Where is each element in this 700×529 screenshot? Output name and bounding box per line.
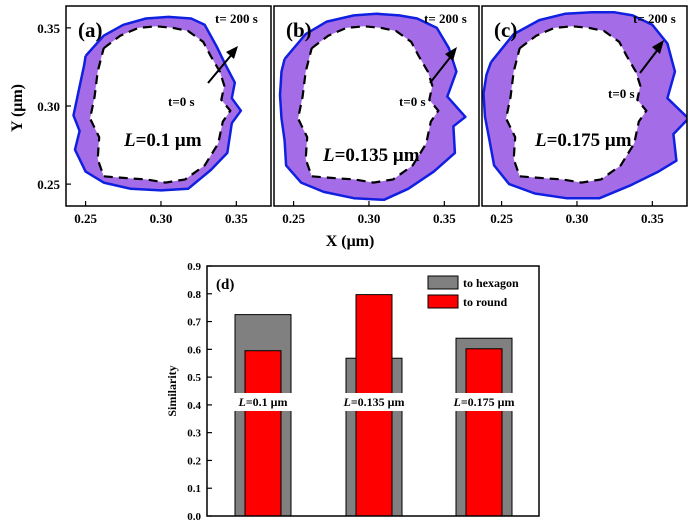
length-label-L: L (123, 130, 136, 151)
y-tick-label: 0.9 (187, 261, 201, 273)
panel-d: 0.0 0.1 0.2 0.3 0.4 0.5 0.6 0.7 0.8 0.9 (d) Simil… (165, 261, 540, 523)
arrow-head (652, 40, 664, 54)
y-tick-label: 0.7 (187, 317, 201, 329)
x-tick-label: 0.35 (225, 211, 248, 226)
legend-swatch-hexagon (427, 275, 459, 290)
plot-frame (273, 5, 480, 207)
length-label: L=0.1 μm (123, 130, 202, 151)
panel-a: 0.25 0.30 0.35 0.25 0.30 0.35 (a) L=0.1 μm t=… (37, 5, 272, 226)
annotation-end: t= 200 s (424, 11, 467, 26)
y-tick-label: 0.30 (37, 99, 60, 114)
y-tick-label: 0.6 (187, 344, 201, 356)
y-tick-label: 0.5 (187, 372, 201, 384)
plot-frame (206, 265, 540, 517)
x-tick-label: 0.30 (150, 211, 173, 226)
category-label: L=0.175 μm (453, 395, 515, 409)
axis-ticks: 0.25 0.30 0.35 (490, 201, 664, 226)
category-label-L: L (453, 395, 461, 409)
arrow-shaft (429, 54, 453, 84)
y-axis-label: Y (μm) (9, 84, 26, 132)
length-label-L: L (322, 145, 335, 166)
panel-label: (c) (494, 18, 517, 42)
boundary-0s-line (296, 25, 440, 184)
y-tick-label: 0.1 (187, 483, 201, 495)
arrow-head (226, 46, 238, 59)
y-tick-label: 0.2 (187, 455, 201, 467)
legend: to hexagon to round (427, 275, 519, 309)
boundary-200s-line (72, 15, 243, 192)
x-tick-label: 0.35 (641, 211, 664, 226)
category-labels: L=0.1 μm L=0.135 μm L=0.175 μm (238, 395, 515, 409)
boundary-0s-mask (90, 26, 231, 183)
axis-ticks: 0.25 0.30 0.35 0.25 0.30 0.35 (37, 21, 248, 226)
category-label: L=0.1 μm (238, 395, 288, 409)
length-label: L=0.175 μm (534, 130, 632, 151)
arrow-shaft (207, 52, 234, 84)
arrow-head (445, 47, 457, 61)
time-arrow (639, 40, 664, 74)
x-tick-label: 0.30 (566, 211, 589, 226)
panel-label: (d) (216, 277, 234, 293)
annotation-start: t=0 s (168, 94, 195, 109)
length-label-L: L (534, 130, 547, 151)
time-arrow (429, 47, 457, 84)
time-arrow (207, 46, 238, 84)
boundary-200s-line (278, 12, 467, 202)
annotation-end: t= 200 s (633, 11, 676, 26)
length-label-value: =0.135 μm (335, 145, 420, 166)
x-tick-label: 0.25 (490, 211, 513, 226)
y-tick-label: 0.25 (37, 177, 60, 192)
y-tick-label: 0.8 (187, 289, 201, 301)
y-tick-label: 0.0 (187, 511, 201, 523)
axis-ticks: 0.0 0.1 0.2 0.3 0.4 0.5 0.6 0.7 0.8 0.9 (187, 261, 212, 523)
boundary-0s-line (88, 25, 232, 184)
bar-to-round (465, 348, 503, 517)
axis-ticks: 0.25 0.30 0.35 (282, 201, 456, 226)
length-label: L=0.135 μm (322, 145, 420, 166)
panel-label: (a) (78, 18, 103, 42)
x-tick-label: 0.25 (282, 211, 305, 226)
boundary-0s-mask (506, 26, 647, 183)
category-label-value: =0.135 μm (351, 395, 405, 409)
annotation-end: t= 200 s (215, 11, 258, 26)
x-axis-label: X (μm) (326, 233, 375, 250)
category-label-L: L (343, 395, 351, 409)
category-label-value: =0.175 μm (461, 395, 515, 409)
legend-label-round: to round (463, 295, 507, 309)
panel-label: (b) (286, 18, 312, 42)
annotation-start: t=0 s (608, 86, 635, 101)
y-tick-label: 0.3 (187, 428, 201, 440)
x-tick-label: 0.30 (358, 211, 381, 226)
category-label-background (334, 393, 414, 411)
panel-c: 0.25 0.30 0.35 (c) L=0.175 μm t= 200 s t=0… (481, 5, 688, 226)
annotation-start: t=0 s (399, 94, 426, 109)
x-tick-label: 0.35 (433, 211, 456, 226)
y-tick-label: 0.35 (37, 21, 60, 36)
panel-b: 0.25 0.30 0.35 (b) L=0.135 μm t= 200 s t=0… (273, 5, 480, 226)
boundary-0s-mask (298, 26, 439, 183)
boundary-200s-line (482, 11, 687, 200)
x-tick-label: 0.25 (74, 211, 97, 226)
category-label: L=0.135 μm (343, 395, 405, 409)
boundary-0s-line (504, 25, 648, 184)
bar-series (223, 294, 524, 517)
category-label-L: L (238, 395, 246, 409)
category-label-value: =0.1 μm (246, 395, 288, 409)
y-axis-label: Similarity (165, 365, 179, 416)
legend-swatch-round (427, 294, 459, 309)
category-label-background (223, 393, 303, 411)
arrow-shaft (639, 47, 660, 74)
y-tick-label: 0.4 (187, 400, 201, 412)
bar-to-round (244, 350, 282, 517)
length-label-value: =0.1 μm (136, 130, 202, 151)
plot-frame (481, 5, 688, 207)
legend-label-hexagon: to hexagon (463, 276, 519, 290)
category-label-background (444, 393, 524, 411)
length-label-value: =0.175 μm (547, 130, 632, 151)
